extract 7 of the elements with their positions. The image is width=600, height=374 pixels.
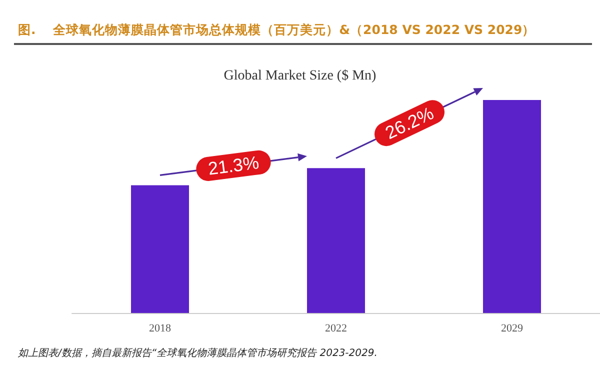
x-tick-label: 2022 [325,322,347,334]
x-tick-label: 2029 [501,322,524,334]
x-tick-label: 2018 [149,322,172,334]
text: 如上图表/数据，摘自最新报告“全球氧化物薄膜晶体管市场研究报告 2023-2029. [18,346,378,360]
chart-subtitle: Global Market Size ($ Mn) [224,68,377,84]
chart-title: 图. 全球氧化物薄膜晶体管市场总体规模（百万美元）&（2018 VS 2022 VS 2029） [18,22,536,39]
annotation: 21.3% [206,152,260,179]
